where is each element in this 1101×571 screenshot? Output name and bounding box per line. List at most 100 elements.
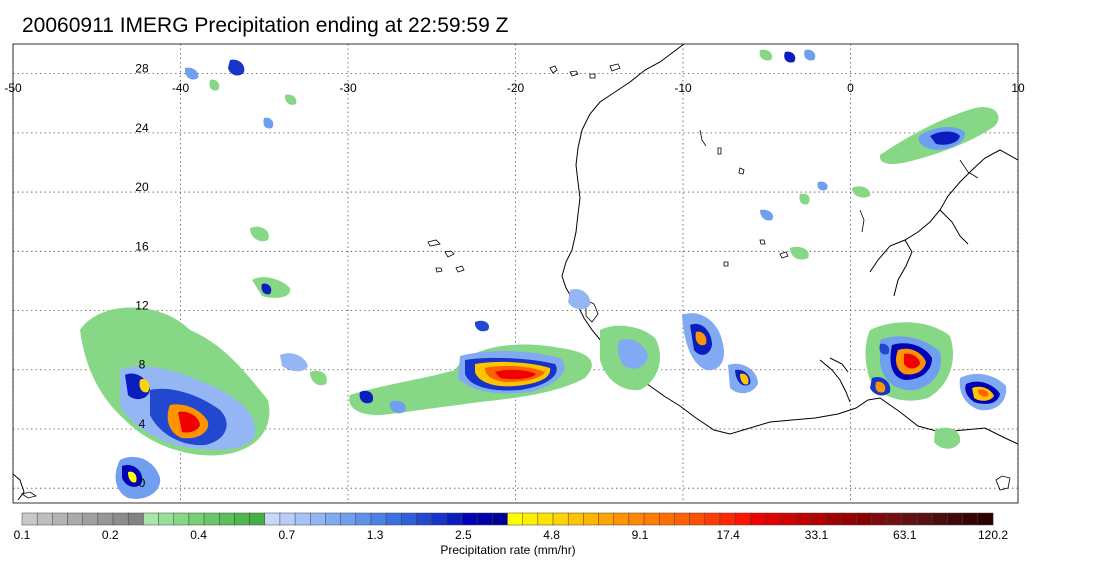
map-frame — [12, 43, 1019, 504]
lon-tick-label: -30 — [339, 81, 357, 95]
colorbar-swatch — [643, 512, 660, 526]
colorbar-swatch — [795, 512, 812, 526]
colorbar-swatch — [856, 512, 872, 526]
colorbar-swatch — [871, 512, 888, 526]
colorbar-swatch — [750, 512, 766, 526]
lat-tick-label: 8 — [139, 358, 146, 372]
lon-tick-label: -20 — [507, 81, 525, 95]
colorbar-swatch — [446, 512, 463, 526]
lat-tick-label: 4 — [139, 417, 146, 431]
colorbar-swatch — [947, 512, 963, 526]
lon-tick-label: 0 — [847, 81, 854, 95]
colorbar-swatch — [719, 512, 736, 526]
colorbar-swatch — [962, 512, 979, 526]
colorbar-swatch — [674, 512, 690, 526]
colorbar-tick-label: 0.2 — [102, 528, 119, 542]
colorbar-swatch — [203, 512, 220, 526]
islands-and-rivers — [21, 63, 1011, 499]
colorbar-swatch — [173, 512, 190, 526]
colorbar-swatch — [704, 512, 721, 526]
colorbar-swatch — [841, 512, 857, 526]
colorbar-swatch — [537, 512, 554, 526]
colorbar-swatch — [765, 512, 781, 526]
colorbar-swatch — [886, 512, 903, 526]
colorbar-tick-label: 17.4 — [717, 528, 741, 542]
colorbar-swatch — [143, 512, 159, 526]
colorbar-swatch — [431, 512, 448, 526]
colorbar-tick-label: 9.1 — [632, 528, 649, 542]
colorbar-swatch — [370, 512, 387, 526]
colorbar-swatch — [279, 512, 296, 526]
colorbar-swatch — [340, 512, 357, 526]
colorbar-swatch — [522, 512, 539, 526]
colorbar-swatch — [567, 512, 584, 526]
lat-tick-label: 28 — [135, 62, 149, 76]
colorbar-tick-label: 63.1 — [893, 528, 917, 542]
colorbar-tick-label: 120.2 — [978, 528, 1008, 542]
longitude-tick-labels: -50 -40 -30 -20 -10 0 10 — [4, 81, 1025, 95]
colorbar-swatches — [21, 512, 994, 526]
colorbar-swatch — [492, 512, 508, 526]
colorbar-swatch — [476, 512, 493, 526]
colorbar-swatch — [401, 512, 417, 526]
colorbar-swatch — [36, 512, 53, 526]
colorbar-swatch — [734, 512, 751, 526]
colorbar-swatch — [552, 512, 569, 526]
colorbar-swatch — [416, 512, 432, 526]
colorbar-tick-label: 2.5 — [455, 528, 472, 542]
precipitation-field — [80, 49, 1007, 499]
colorbar-swatch — [249, 512, 266, 526]
colorbar-swatch — [507, 512, 524, 526]
colorbar-tick-label: 1.3 — [367, 528, 384, 542]
colorbar-swatch — [658, 512, 675, 526]
lat-tick-label: 20 — [135, 180, 149, 194]
lat-tick-label: 24 — [135, 121, 149, 135]
colorbar-swatch — [461, 512, 478, 526]
colorbar-swatch — [158, 512, 175, 526]
colorbar-swatch — [825, 512, 842, 526]
colorbar-swatch — [294, 512, 311, 526]
colorbar-swatch — [901, 512, 918, 526]
latitude-tick-labels: 28 24 20 16 12 8 4 0 — [135, 62, 149, 491]
colorbar-tick-label: 0.1 — [14, 528, 31, 542]
colorbar-swatch — [264, 512, 281, 526]
colorbar-swatch — [127, 512, 144, 526]
colorbar-tick-label: 0.7 — [278, 528, 295, 542]
colorbar-swatch — [310, 512, 326, 526]
colorbar-tick-label: 4.8 — [543, 528, 560, 542]
colorbar-tick-label: 0.4 — [190, 528, 207, 542]
colorbar-swatch — [52, 512, 68, 526]
colorbar-swatch — [598, 512, 615, 526]
colorbar-tick-labels: 0.1 0.2 0.4 0.7 1.3 2.5 4.8 9.1 17.4 33.1 63.1 120.… — [14, 528, 1009, 542]
colorbar-swatch — [97, 512, 114, 526]
colorbar-swatch — [780, 512, 797, 526]
lon-tick-label: -10 — [674, 81, 692, 95]
lat-tick-label: 16 — [135, 239, 149, 253]
colorbar-label: Precipitation rate (mm/hr) — [440, 543, 575, 557]
colorbar-swatch — [21, 512, 38, 526]
map-plot-area: -50 -40 -30 -20 -10 0 10 28 24 20 16 12 8 4 0 — [4, 43, 1025, 504]
colorbar-swatch — [613, 512, 630, 526]
colorbar-swatch — [325, 512, 341, 526]
lon-tick-label: -50 — [4, 81, 22, 95]
colorbar-swatch — [583, 512, 599, 526]
colorbar-swatch — [82, 512, 99, 526]
lat-tick-label: 0 — [139, 476, 146, 490]
colorbar-swatch — [188, 512, 205, 526]
colorbar: 0.1 0.2 0.4 0.7 1.3 2.5 4.8 9.1 17.4 33.1 63.1 120.… — [14, 512, 1009, 557]
colorbar-swatch — [234, 512, 250, 526]
map-title: 20060911 IMERG Precipitation ending at 2… — [22, 14, 509, 37]
colorbar-swatch — [689, 512, 706, 526]
colorbar-swatch — [385, 512, 402, 526]
lon-tick-label: -40 — [172, 81, 190, 95]
colorbar-swatch — [218, 512, 235, 526]
colorbar-swatch — [67, 512, 84, 526]
lat-tick-label: 12 — [135, 299, 149, 313]
colorbar-swatch — [112, 512, 129, 526]
colorbar-swatch — [977, 512, 994, 526]
colorbar-swatch — [810, 512, 827, 526]
colorbar-swatch — [932, 512, 948, 526]
colorbar-swatch — [628, 512, 645, 526]
lon-tick-label: 10 — [1011, 81, 1025, 95]
